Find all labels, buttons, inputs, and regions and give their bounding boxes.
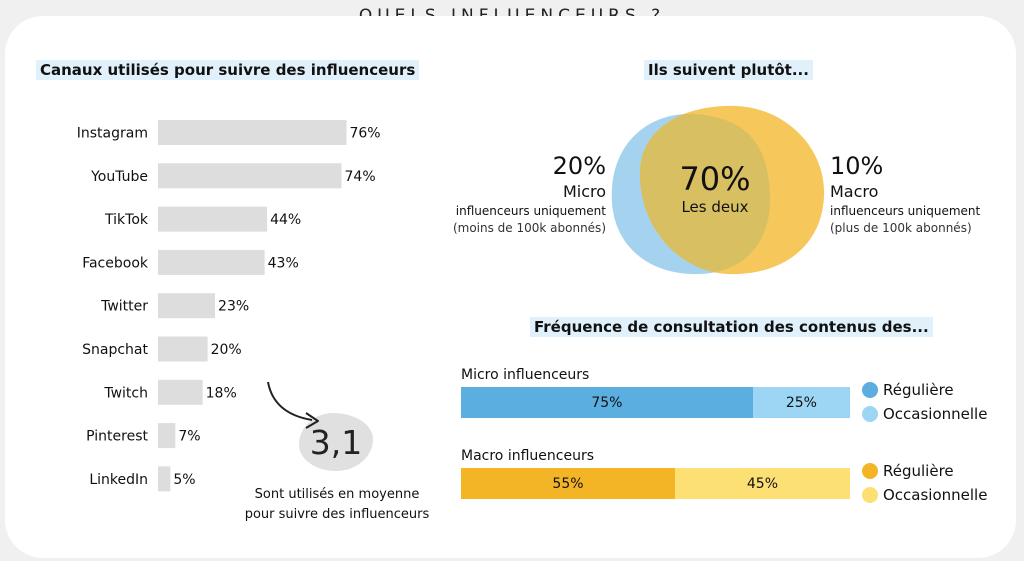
venn-diagram — [611, 105, 825, 275]
value-label-instagram: 76% — [349, 126, 380, 142]
category-label-facebook: Facebook — [82, 255, 149, 271]
venn-right-value: 10% — [830, 152, 884, 180]
legend-dot-micro-occasional — [862, 406, 878, 422]
venn-right-line2: (plus de 100k abonnés) — [830, 221, 972, 235]
bar-facebook — [158, 249, 265, 275]
value-label-snapchat: 20% — [211, 342, 242, 358]
venn-left-name: Micro — [562, 182, 606, 201]
average-badge: 3,1 — [299, 413, 373, 471]
venn-right-name: Macro — [830, 182, 879, 201]
legend-dot-macro-occasional — [862, 487, 878, 503]
macro-regular-label: 55% — [552, 475, 584, 492]
value-label-twitter: 23% — [218, 299, 249, 315]
venn-left-line2: (moins de 100k abonnés) — [452, 221, 606, 235]
legend-micro-regular: Régulière — [862, 381, 954, 399]
macro-regular-segment: 55% — [461, 468, 675, 499]
value-label-twitch: 18% — [206, 385, 237, 401]
macro-row-label: Macro influenceurs — [461, 448, 594, 464]
bar-tiktok — [158, 206, 268, 232]
bar-snapchat — [158, 336, 208, 362]
category-label-twitter: Twitter — [100, 299, 148, 315]
venn-left-label: 20% Micro influenceurs uniquement (moins… — [416, 151, 606, 237]
macro-stacked-bar: 55% 45% — [461, 468, 850, 499]
bar-twitch — [158, 379, 203, 405]
legend-macro-regular-text: Régulière — [883, 462, 954, 480]
value-label-youtube: 74% — [345, 169, 376, 185]
venn-overlap-value: 70% — [679, 160, 751, 198]
micro-occasional-label: 25% — [785, 394, 817, 411]
legend-micro-occasional: Occasionnelle — [862, 405, 987, 423]
category-label-linkedin: LinkedIn — [89, 472, 148, 488]
legend-micro-occasional-text: Occasionnelle — [883, 405, 988, 423]
venn-left-value: 20% — [552, 152, 606, 180]
category-label-instagram: Instagram — [77, 126, 148, 142]
bar-chart-title: Canaux utilisés pour suivre des influenc… — [36, 60, 420, 80]
bar-youtube — [158, 163, 342, 189]
bar-linkedin — [158, 466, 171, 492]
frequency-title: Fréquence de consultation des contenus d… — [530, 317, 933, 337]
venn-overlap-shape — [639, 113, 771, 275]
legend-dot-micro-regular — [862, 382, 878, 398]
venn-right-label: 10% Macro influenceurs uniquement (plus … — [830, 151, 1010, 237]
venn-left-line1: influenceurs uniquement — [455, 204, 606, 218]
micro-stacked-bar: 75% 25% — [461, 387, 850, 418]
value-label-tiktok: 44% — [270, 212, 301, 228]
micro-regular-segment: 75% — [461, 387, 753, 418]
legend-micro-regular-text: Régulière — [883, 381, 954, 399]
venn-title: Ils suivent plutôt... — [644, 60, 813, 80]
venn-right-line1: influenceurs uniquement — [830, 204, 981, 218]
value-label-pinterest: 7% — [178, 429, 200, 445]
macro-occasional-label: 45% — [746, 475, 779, 492]
category-label-tiktok: TikTok — [104, 212, 149, 228]
micro-regular-label: 75% — [591, 394, 623, 411]
micro-row-label: Micro influenceurs — [461, 367, 590, 383]
macro-occasional-segment: 45% — [674, 468, 850, 499]
category-label-twitch: Twitch — [103, 385, 148, 401]
bar-instagram — [158, 120, 347, 145]
legend-macro-regular: Régulière — [862, 462, 954, 480]
venn-overlap-label: 70% Les deux — [655, 160, 775, 216]
micro-occasional-segment: 25% — [752, 387, 850, 418]
value-label-facebook: 43% — [268, 255, 299, 271]
channels-bar-chart: Instagram 76% YouTube 74% TikTok 44% Facebook 4… — [77, 120, 381, 492]
venn-overlap-name: Les deux — [681, 198, 749, 216]
legend-macro-occasional-text: Occasionnelle — [883, 486, 988, 504]
value-label-linkedin: 5% — [173, 472, 195, 488]
arrow-icon — [267, 381, 319, 429]
bar-pinterest — [158, 423, 176, 449]
infographic-card — [5, 16, 1016, 558]
category-label-youtube: YouTube — [90, 169, 148, 185]
legend-dot-macro-regular — [862, 463, 878, 479]
category-label-snapchat: Snapchat — [82, 342, 148, 358]
average-value: 3,1 — [309, 422, 363, 462]
bar-twitter — [158, 293, 216, 319]
average-caption: Sont utilisés en moyenne pour suivre des… — [232, 485, 442, 525]
average-caption-line1: Sont utilisés en moyenne — [254, 487, 420, 502]
average-caption-line2: pour suivre des influenceurs — [244, 507, 430, 522]
category-label-pinterest: Pinterest — [86, 429, 148, 445]
legend-macro-occasional: Occasionnelle — [862, 486, 987, 504]
